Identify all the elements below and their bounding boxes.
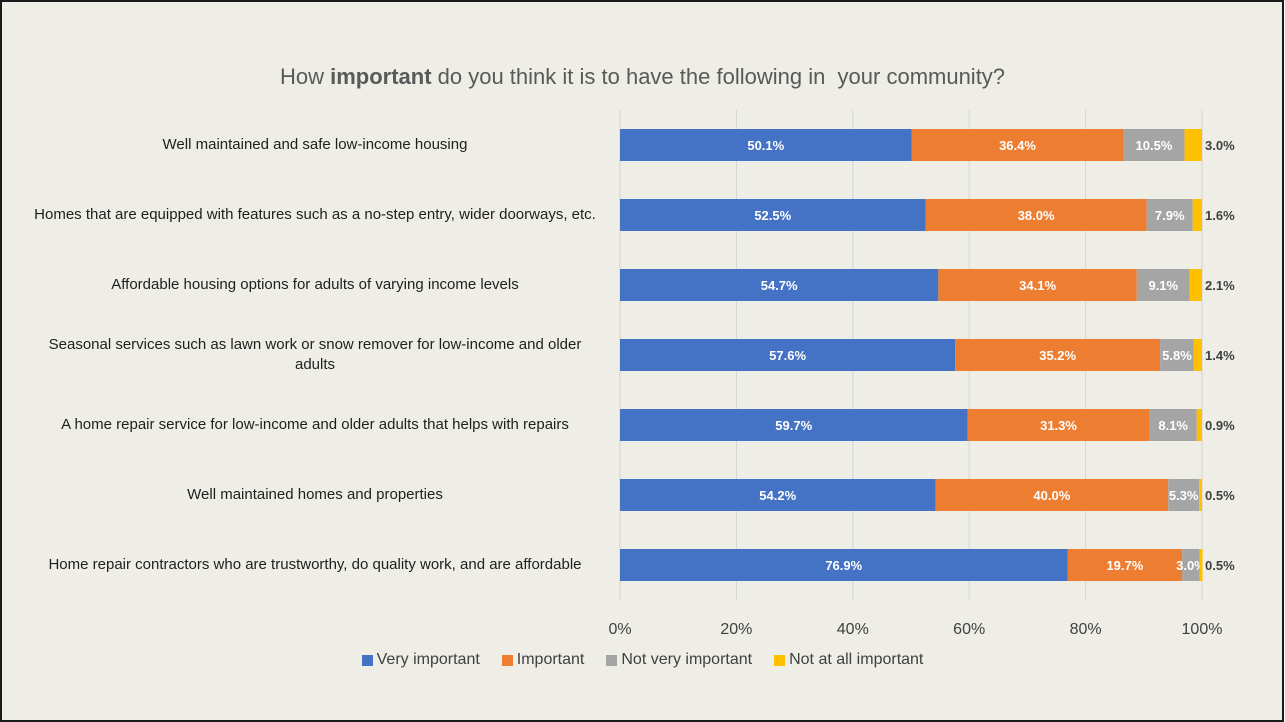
bar-segment [1160,339,1194,371]
x-tick-label: 60% [953,621,985,638]
data-label: 10.5% [1136,138,1173,153]
bar-segment [620,549,1068,581]
data-label: 5.3% [1169,488,1199,503]
data-label: 31.3% [1040,418,1077,433]
data-label: 2.1% [1205,278,1235,293]
bar-segment [1168,479,1200,511]
data-label: 3.0% [1176,558,1206,573]
x-tick-label: 80% [1070,621,1102,638]
bar-segment [935,479,1169,511]
bar-segment [620,199,926,231]
legend-swatch [606,654,618,666]
bar-segment [1182,549,1200,581]
legend-label: Not at all important [789,651,924,668]
bar-segment [1193,339,1202,371]
data-label: 8.1% [1158,418,1188,433]
data-label: 0.9% [1205,418,1235,433]
data-label: 54.7% [761,278,798,293]
legend-swatch [501,654,513,666]
bar-segment [1067,549,1183,581]
bar-segment [1146,199,1193,231]
category-label: Well maintained homes and properties [187,486,443,503]
bar-segment [620,129,912,161]
legend-item: Very important [361,651,480,669]
data-label: 57.6% [769,348,806,363]
data-label: 35.2% [1039,348,1076,363]
data-label: 7.9% [1155,208,1185,223]
bar-segment [1196,409,1202,441]
bar-segment [1199,479,1202,511]
data-label: 0.5% [1205,558,1235,573]
data-label: 52.5% [754,208,791,223]
bar-segment [955,339,1161,371]
data-label: 1.6% [1205,208,1235,223]
bar-segment [620,339,956,371]
legend-item: Not at all important [774,651,923,669]
bar-segment [1184,129,1202,161]
bar-segment [1136,269,1190,301]
data-label: 54.2% [759,488,796,503]
category-label: Well maintained and safe low-income hous… [162,136,468,153]
x-tick-label: 40% [837,621,869,638]
category-label: Home repair contractors who are trustwor… [48,556,582,573]
category-label: Homes that are equipped with features su… [34,206,596,223]
bar-segment [967,409,1150,441]
category-label: Affordable housing options for adults of… [111,276,519,293]
bar-segment [911,129,1124,161]
bar-segment [1192,199,1202,231]
bar-segment [938,269,1137,301]
legend-item: Important [501,651,585,669]
data-label: 5.8% [1162,348,1192,363]
category-label: Seasonal services such as lawn work or s… [48,336,582,373]
legend-label: Important [516,651,585,668]
data-label: 19.7% [1106,558,1143,573]
bar-segment [620,269,939,301]
category-label: A home repair service for low-income and… [61,416,569,433]
x-tick-label: 100% [1182,621,1223,638]
bar-segment [925,199,1147,231]
data-label: 3.0% [1205,138,1235,153]
bar-segment [1189,269,1202,301]
bar-segment [1149,409,1197,441]
data-label: 50.1% [747,138,784,153]
legend-label: Very important [376,651,480,668]
data-label: 34.1% [1019,278,1056,293]
bar-segment [620,479,936,511]
data-label: 59.7% [775,418,812,433]
data-label: 40.0% [1033,488,1070,503]
data-label: 1.4% [1205,348,1235,363]
legend-swatch [361,654,373,666]
chart-title: How important do you think it is to have… [279,64,1006,89]
x-tick-label: 0% [608,621,631,638]
data-label: 76.9% [825,558,862,573]
data-label: 36.4% [999,138,1036,153]
bar-segment [620,409,968,441]
x-tick-label: 20% [720,621,752,638]
legend: Very important Important Not very importan… [0,651,1285,669]
legend-label: Not very important [621,651,753,668]
data-label: 9.1% [1148,278,1178,293]
legend-swatch [774,654,786,666]
bar-segment [1199,549,1203,581]
data-label: 38.0% [1018,208,1055,223]
legend-item: Not very important [606,651,752,669]
bar-segment [1123,129,1185,161]
data-label: 0.5% [1205,488,1235,503]
